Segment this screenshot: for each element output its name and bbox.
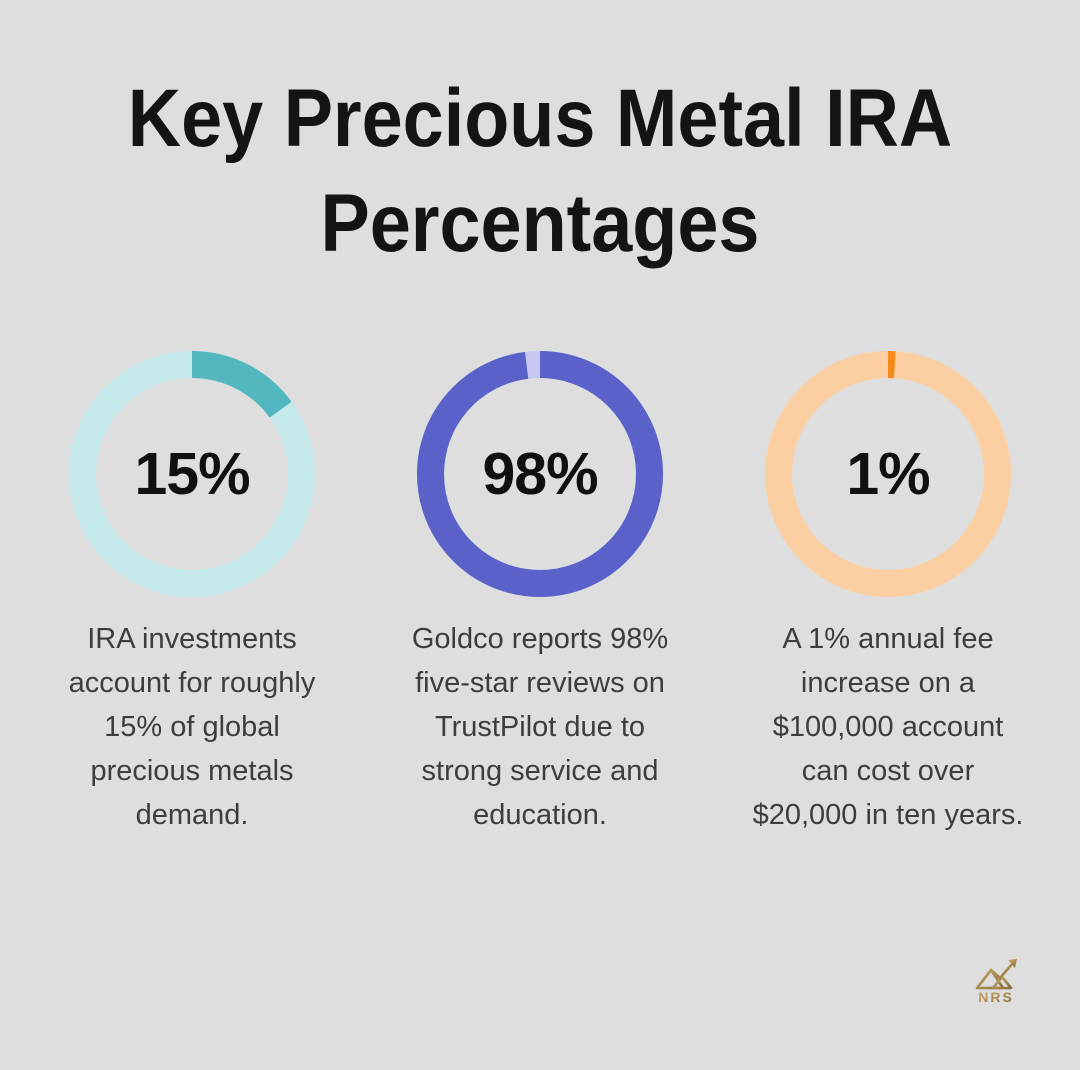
stat-column-goldco-reviews: 98% Goldco reports 98% five-star reviews… — [366, 351, 714, 837]
donut-chart-98: 98% — [417, 351, 663, 597]
infographic: Key Precious Metal IRA Percentages 15% I… — [0, 0, 1080, 1004]
donut-segment — [69, 351, 315, 597]
donut-chart-1: 1% — [765, 351, 1011, 597]
chart-caption: A 1% annual fee increase on a $100,000 a… — [752, 623, 1024, 831]
chart-caption: Goldco reports 98% five-star reviews on … — [411, 623, 669, 831]
percent-label: 98% — [482, 441, 598, 507]
logo-text: NRS — [978, 989, 1014, 1004]
donut-chart-15: 15% — [69, 351, 315, 597]
donut-svg — [69, 351, 315, 597]
nrs-logo: NRS — [975, 959, 1017, 1004]
stat-column-fee-increase: 1% A 1% annual fee increase on a $100,00… — [714, 351, 1062, 837]
donut-segment — [417, 351, 663, 597]
percent-label: 1% — [846, 441, 930, 507]
stat-column-ira-demand: 15% IRA investments account for roughly … — [18, 351, 366, 837]
arrow-icon — [979, 959, 1017, 985]
donut-segment — [765, 351, 1011, 597]
donut-svg — [765, 351, 1011, 597]
donut-svg — [417, 351, 663, 597]
percent-label: 15% — [134, 441, 250, 507]
chart-caption: IRA investments account for roughly 15% … — [68, 623, 316, 831]
page-title: Key Precious Metal IRA Percentages — [127, 73, 953, 269]
charts-row: 15% IRA investments account for roughly … — [18, 351, 1062, 837]
